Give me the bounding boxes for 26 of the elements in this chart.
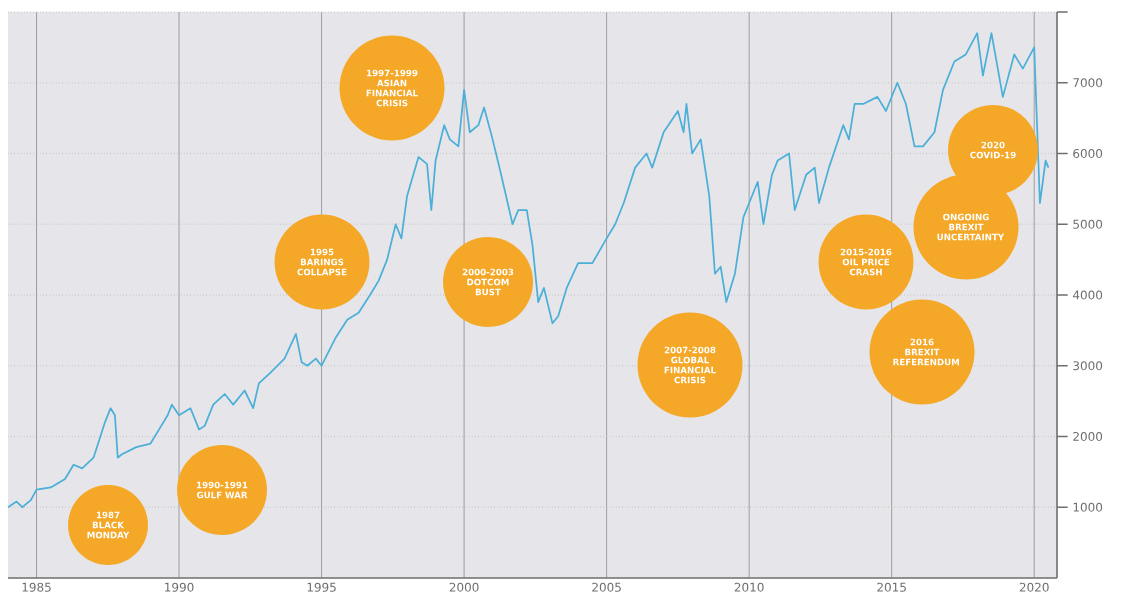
y-tick-label: 1000 bbox=[1073, 502, 1103, 512]
annotation: 2000-2003 DOTCOM BUST bbox=[462, 268, 514, 296]
annotation: 2020 COVID-19 bbox=[970, 141, 1016, 159]
annotation: ONGOING BREXIT UNCERTAINTY bbox=[937, 213, 1005, 241]
y-tick-label: 7000 bbox=[1073, 78, 1103, 88]
x-tick-label: 2020 bbox=[1019, 582, 1049, 592]
annotation: 2007-2008 GLOBAL FINANCIAL CRISIS bbox=[664, 346, 716, 384]
x-tick-label: 2000 bbox=[449, 582, 479, 592]
annotation: 2016 BREXIT REFERENDUM bbox=[893, 338, 959, 366]
annotation: 1997-1999 ASIAN FINANCIAL CRISIS bbox=[366, 69, 418, 107]
annotation: 2015-2016 OIL PRICE CRASH bbox=[840, 248, 892, 276]
annotation: 1995 BARINGS COLLAPSE bbox=[297, 248, 347, 276]
line-series bbox=[7, 32, 1050, 509]
x-tick-label: 2005 bbox=[592, 582, 621, 592]
x-tick-label: 1995 bbox=[307, 582, 336, 592]
annotation: 1990-1991 GULF WAR bbox=[196, 481, 248, 499]
y-tick-label: 6000 bbox=[1073, 148, 1103, 159]
y-tick-label: 2000 bbox=[1073, 431, 1103, 442]
y-tick-label: 4000 bbox=[1072, 290, 1103, 300]
x-tick-label: 1990 bbox=[165, 582, 194, 592]
y-tick-label: 5000 bbox=[1073, 219, 1103, 229]
y-tick-label: 3000 bbox=[1073, 361, 1103, 371]
x-tick-label: 1985 bbox=[22, 582, 51, 592]
x-tick-label: 2010 bbox=[734, 582, 764, 592]
annotation: 1987 BLACK MONDAY bbox=[87, 511, 130, 539]
x-tick-label: 2015 bbox=[877, 582, 906, 592]
